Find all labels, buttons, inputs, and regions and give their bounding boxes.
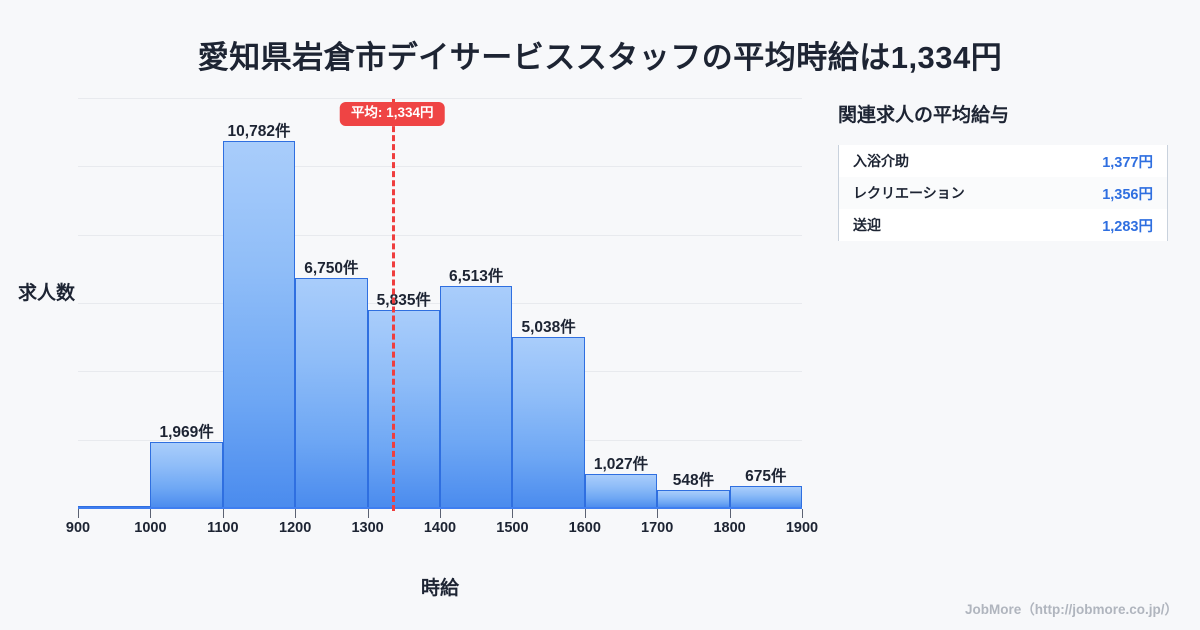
x-axis-tick — [367, 509, 369, 518]
bar — [440, 286, 513, 509]
bar — [150, 441, 223, 509]
bar-value-label: 5,038件 — [521, 318, 576, 336]
x-axis-tick-label: 1000 — [134, 520, 167, 536]
related-salary-row-label: レクリエーション — [853, 185, 965, 201]
gridline — [78, 166, 802, 168]
x-axis-tick — [440, 509, 441, 518]
bar-value-label: 6,750件 — [304, 260, 359, 278]
bar-value-label: 1,969件 — [159, 423, 214, 441]
x-axis-tick — [78, 509, 79, 518]
x-axis-tick — [222, 509, 224, 518]
x-axis-tick-label: 1600 — [568, 520, 601, 536]
x-axis-tick — [150, 509, 152, 518]
histogram-chart: 求人数 1,969件 10,782件 6,750件 5,835件 6,513件 5,038… — [0, 86, 830, 599]
x-axis-tick-label: 1800 — [713, 520, 746, 536]
plot-area — [78, 98, 802, 509]
related-salary-row: レクリエーション 1,356円 — [839, 177, 1167, 209]
bar — [222, 140, 296, 509]
x-axis-title: 時給 — [420, 578, 459, 599]
average-line — [392, 99, 396, 511]
bar-value-label: 10,782件 — [227, 122, 291, 140]
x-axis-tick — [729, 509, 731, 518]
x-axis-tick — [802, 509, 803, 518]
bar — [295, 278, 368, 509]
bar — [729, 485, 802, 509]
x-axis-tick-label: 1300 — [351, 520, 384, 536]
related-salary-row-label: 入浴介助 — [853, 153, 909, 169]
x-axis-tick — [584, 509, 586, 518]
x-axis-line — [78, 507, 802, 509]
page-title: 愛知県岩倉市デイサービススタッフの平均時給は1,334円 — [197, 40, 1003, 75]
x-axis-tick — [512, 509, 514, 518]
gridline — [78, 98, 802, 99]
footer-credit: JobMore（http://jobmore.co.jp/） — [965, 602, 1178, 617]
bar — [584, 473, 658, 509]
bar — [512, 336, 585, 509]
average-badge: 平均: 1,334円 — [339, 102, 445, 126]
x-axis-tick-label: 900 — [65, 520, 91, 536]
bar-value-label: 5,835件 — [376, 291, 431, 309]
bar — [367, 309, 440, 509]
related-salary-row-value: 1,356円 — [1102, 186, 1153, 203]
x-axis-tick-label: 1200 — [279, 520, 312, 536]
x-axis-tick — [295, 509, 297, 518]
x-axis-tick-label: 1100 — [207, 520, 239, 536]
related-salary-row-label: 送迎 — [853, 217, 881, 233]
x-axis-tick — [657, 509, 659, 518]
related-salary-row: 入浴介助 1,377円 — [839, 145, 1167, 177]
related-salary-panel: 関連求人の平均給与 入浴介助 1,377円レクリエーション 1,356円送迎 1,28… — [838, 100, 1168, 241]
x-axis-tick-label: 1700 — [641, 520, 674, 536]
related-salary-title: 関連求人の平均給与 — [838, 105, 1010, 126]
related-salary-row-value: 1,283円 — [1102, 218, 1153, 235]
bar-series — [78, 99, 802, 509]
x-axis-tick-label: 1500 — [496, 520, 529, 536]
y-axis-title: 求人数 — [18, 283, 76, 304]
bar-value-label: 675件 — [745, 467, 787, 485]
related-salary-row-value: 1,377円 — [1102, 154, 1153, 171]
gridline — [78, 234, 802, 236]
bar-value-label: 6,513件 — [449, 268, 504, 286]
x-axis-tick-label: 1900 — [785, 520, 819, 536]
x-axis-tick-label: 1400 — [423, 520, 457, 536]
bar-value-label: 1,027件 — [593, 455, 649, 473]
bar-value-label: 548件 — [672, 472, 715, 490]
related-salary-table: 入浴介助 1,377円レクリエーション 1,356円送迎 1,283円 — [838, 145, 1168, 241]
related-salary-row: 送迎 1,283円 — [839, 209, 1167, 241]
